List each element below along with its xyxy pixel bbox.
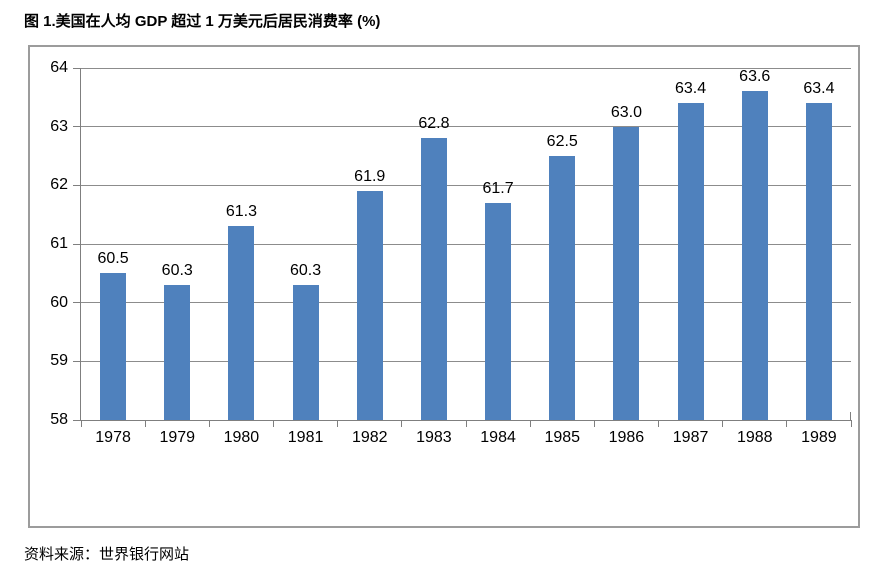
bar-1988 bbox=[741, 91, 768, 420]
bar-value-1979: 60.3 bbox=[161, 262, 193, 280]
x-axis-label-1979: 1979 bbox=[159, 429, 196, 446]
bar-value-1981: 60.3 bbox=[290, 262, 322, 280]
y-tick-59 bbox=[73, 360, 81, 362]
chart-title: 图 1.美国在人均 GDP 超过 1 万美元后居民消费率 (%) bbox=[24, 13, 381, 30]
x-tick-2 bbox=[208, 420, 210, 427]
x-axis-label-1982: 1982 bbox=[351, 429, 388, 446]
bar-1987 bbox=[677, 103, 704, 420]
bar-1981 bbox=[292, 285, 319, 420]
chart-frame: 58 59 60 61 62 63 64 60.5 1978 60.3 1979 61.3 1980 60… bbox=[28, 45, 860, 528]
bar-value-1986: 63.0 bbox=[610, 103, 642, 121]
bar-1985 bbox=[549, 156, 576, 420]
x-axis-label-1986: 1986 bbox=[608, 429, 645, 446]
gridline-60 bbox=[81, 302, 851, 304]
x-axis-label-1985: 1985 bbox=[544, 429, 581, 446]
x-axis-label-1980: 1980 bbox=[223, 429, 260, 446]
plot-area: 58 59 60 61 62 63 64 60.5 1978 60.3 1979 61.3 1980 60… bbox=[50, 59, 852, 446]
bar-1984 bbox=[485, 202, 512, 420]
bar-value-1984: 61.7 bbox=[482, 179, 514, 197]
x-tick-11 bbox=[786, 420, 788, 427]
y-axis-label-58: 58 bbox=[50, 411, 68, 428]
bar-value-1989: 63.4 bbox=[803, 80, 835, 98]
gridline-63 bbox=[81, 126, 851, 128]
bar-1986 bbox=[613, 126, 640, 420]
x-axis-label-1987: 1987 bbox=[672, 429, 709, 446]
y-tick-63 bbox=[73, 126, 81, 128]
x-axis-end-tick bbox=[850, 412, 851, 420]
gridline-61 bbox=[81, 243, 851, 245]
bar-value-1987: 63.4 bbox=[675, 80, 707, 98]
bar-1980 bbox=[228, 226, 255, 420]
bar-1979 bbox=[164, 285, 191, 420]
y-tick-58 bbox=[73, 419, 81, 421]
bar-1982 bbox=[356, 191, 383, 420]
x-tick-7 bbox=[529, 420, 531, 427]
y-axis-label-62: 62 bbox=[50, 176, 68, 194]
gridline-59 bbox=[81, 360, 851, 362]
y-axis-label-59: 59 bbox=[50, 352, 68, 370]
x-axis-label-1989: 1989 bbox=[801, 429, 837, 446]
x-tick-5 bbox=[401, 420, 403, 427]
gridline-62 bbox=[81, 184, 851, 186]
bar-1983 bbox=[420, 138, 447, 420]
x-axis-label-1984: 1984 bbox=[480, 429, 516, 446]
bar-value-1982: 61.9 bbox=[354, 168, 386, 186]
bar-1978 bbox=[100, 273, 127, 420]
x-tick-12 bbox=[850, 420, 852, 427]
y-tick-61 bbox=[73, 243, 81, 245]
x-tick-8 bbox=[593, 420, 595, 427]
y-tick-64 bbox=[73, 67, 81, 69]
y-axis-label-60: 60 bbox=[50, 293, 68, 311]
y-axis-label-61: 61 bbox=[50, 235, 68, 252]
x-tick-1 bbox=[144, 420, 146, 427]
bar-value-1985: 62.5 bbox=[546, 133, 578, 150]
x-axis-label-1978: 1978 bbox=[95, 429, 131, 446]
y-tick-60 bbox=[73, 302, 81, 304]
y-axis-label-64: 64 bbox=[50, 59, 68, 76]
x-tick-3 bbox=[273, 420, 274, 427]
x-tick-6 bbox=[465, 420, 467, 427]
bar-value-1988: 63.6 bbox=[739, 68, 771, 86]
gridline-64 bbox=[81, 67, 851, 69]
x-tick-10 bbox=[722, 420, 724, 427]
y-axis-label-63: 63 bbox=[50, 117, 68, 135]
bar-value-1983: 62.8 bbox=[418, 115, 450, 133]
x-tick-9 bbox=[658, 420, 659, 427]
x-tick-0 bbox=[80, 420, 82, 427]
y-tick-62 bbox=[73, 184, 81, 186]
bar-value-1980: 61.3 bbox=[225, 203, 257, 221]
x-axis-label-1981: 1981 bbox=[287, 429, 324, 446]
x-axis-label-1983: 1983 bbox=[416, 429, 452, 446]
x-axis-label-1988: 1988 bbox=[736, 429, 773, 446]
source-note: 资料来源：世界银行网站 bbox=[24, 546, 190, 563]
bar-value-1978: 60.5 bbox=[97, 250, 129, 268]
bar-1989 bbox=[805, 103, 832, 420]
x-tick-4 bbox=[337, 420, 339, 427]
